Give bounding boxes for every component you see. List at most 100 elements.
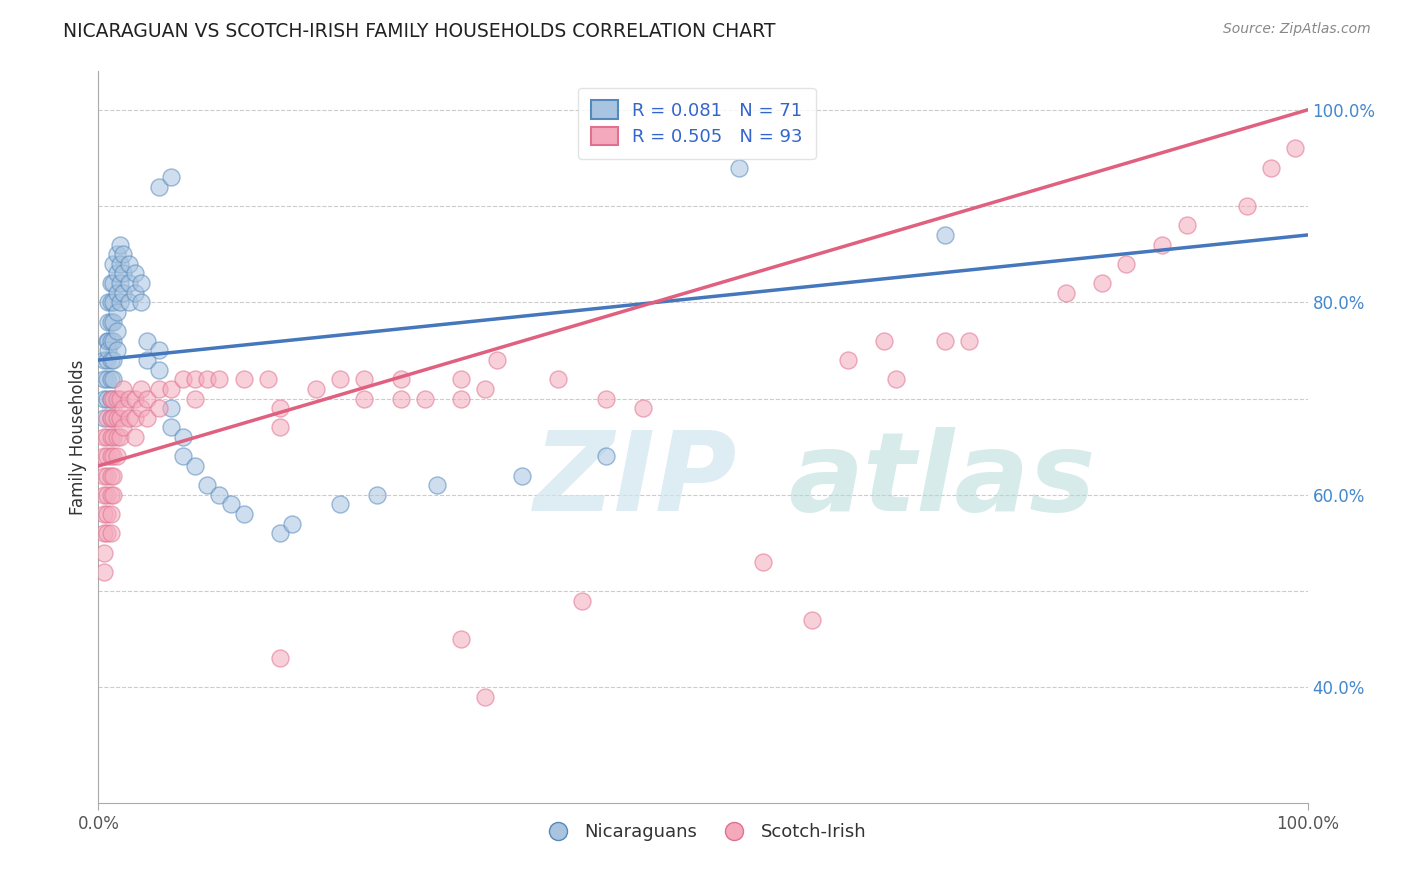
Point	[100, 295, 122, 310]
Point	[96, 507, 118, 521]
Point	[93, 468, 115, 483]
Point	[353, 392, 375, 406]
Point	[1260, 161, 1282, 175]
Point	[474, 690, 496, 704]
Point	[184, 392, 207, 406]
Point	[221, 498, 243, 512]
Point	[96, 353, 118, 368]
Point	[195, 372, 218, 386]
Point	[510, 468, 533, 483]
Point	[105, 247, 128, 261]
Text: Source: ZipAtlas.com: Source: ZipAtlas.com	[1223, 22, 1371, 37]
Point	[105, 410, 128, 425]
Point	[96, 392, 118, 406]
Point	[111, 285, 134, 300]
Point	[111, 401, 134, 416]
Point	[108, 257, 131, 271]
Point	[329, 372, 352, 386]
Text: NICARAGUAN VS SCOTCH-IRISH FAMILY HOUSEHOLDS CORRELATION CHART: NICARAGUAN VS SCOTCH-IRISH FAMILY HOUSEH…	[63, 22, 776, 41]
Point	[281, 516, 304, 531]
Point	[93, 488, 115, 502]
Point	[101, 392, 124, 406]
Point	[118, 276, 141, 290]
Point	[118, 257, 141, 271]
Point	[305, 382, 328, 396]
Point	[105, 305, 128, 319]
Point	[100, 392, 122, 406]
Point	[100, 315, 122, 329]
Point	[934, 227, 956, 242]
Point	[728, 161, 751, 175]
Point	[1115, 257, 1137, 271]
Point	[595, 450, 617, 464]
Point	[96, 488, 118, 502]
Text: atlas: atlas	[787, 427, 1095, 534]
Point	[93, 565, 115, 579]
Point	[135, 410, 157, 425]
Point	[108, 392, 131, 406]
Point	[195, 478, 218, 492]
Point	[800, 613, 823, 627]
Point	[101, 468, 124, 483]
Y-axis label: Family Households: Family Households	[69, 359, 87, 515]
Point	[93, 410, 115, 425]
Point	[208, 488, 231, 502]
Point	[148, 343, 170, 358]
Point	[934, 334, 956, 348]
Point	[486, 353, 509, 368]
Point	[93, 430, 115, 444]
Point	[100, 372, 122, 386]
Point	[105, 324, 128, 338]
Point	[96, 372, 118, 386]
Point	[389, 392, 412, 406]
Point	[129, 382, 152, 396]
Point	[269, 401, 291, 416]
Point	[101, 430, 124, 444]
Point	[1175, 219, 1198, 233]
Point	[93, 372, 115, 386]
Point	[111, 247, 134, 261]
Point	[101, 372, 124, 386]
Point	[118, 392, 141, 406]
Point	[450, 372, 472, 386]
Point	[208, 372, 231, 386]
Point	[1054, 285, 1077, 300]
Text: ZIP: ZIP	[534, 427, 737, 534]
Point	[100, 507, 122, 521]
Point	[100, 468, 122, 483]
Point	[269, 420, 291, 434]
Point	[105, 392, 128, 406]
Point	[105, 343, 128, 358]
Point	[96, 430, 118, 444]
Point	[873, 334, 896, 348]
Point	[148, 362, 170, 376]
Point	[129, 276, 152, 290]
Point	[172, 430, 194, 444]
Point	[96, 410, 118, 425]
Point	[105, 267, 128, 281]
Point	[100, 410, 122, 425]
Point	[1284, 141, 1306, 155]
Point	[100, 276, 122, 290]
Point	[160, 382, 183, 396]
Point	[96, 450, 118, 464]
Point	[886, 372, 908, 386]
Point	[96, 334, 118, 348]
Point	[124, 430, 146, 444]
Point	[93, 353, 115, 368]
Point	[118, 410, 141, 425]
Point	[571, 593, 593, 607]
Point	[108, 237, 131, 252]
Point	[118, 295, 141, 310]
Point	[101, 257, 124, 271]
Point	[124, 285, 146, 300]
Point	[256, 372, 278, 386]
Point	[366, 488, 388, 502]
Point	[105, 430, 128, 444]
Point	[1152, 237, 1174, 252]
Point	[413, 392, 436, 406]
Point	[101, 276, 124, 290]
Point	[101, 410, 124, 425]
Point	[111, 382, 134, 396]
Point	[100, 526, 122, 541]
